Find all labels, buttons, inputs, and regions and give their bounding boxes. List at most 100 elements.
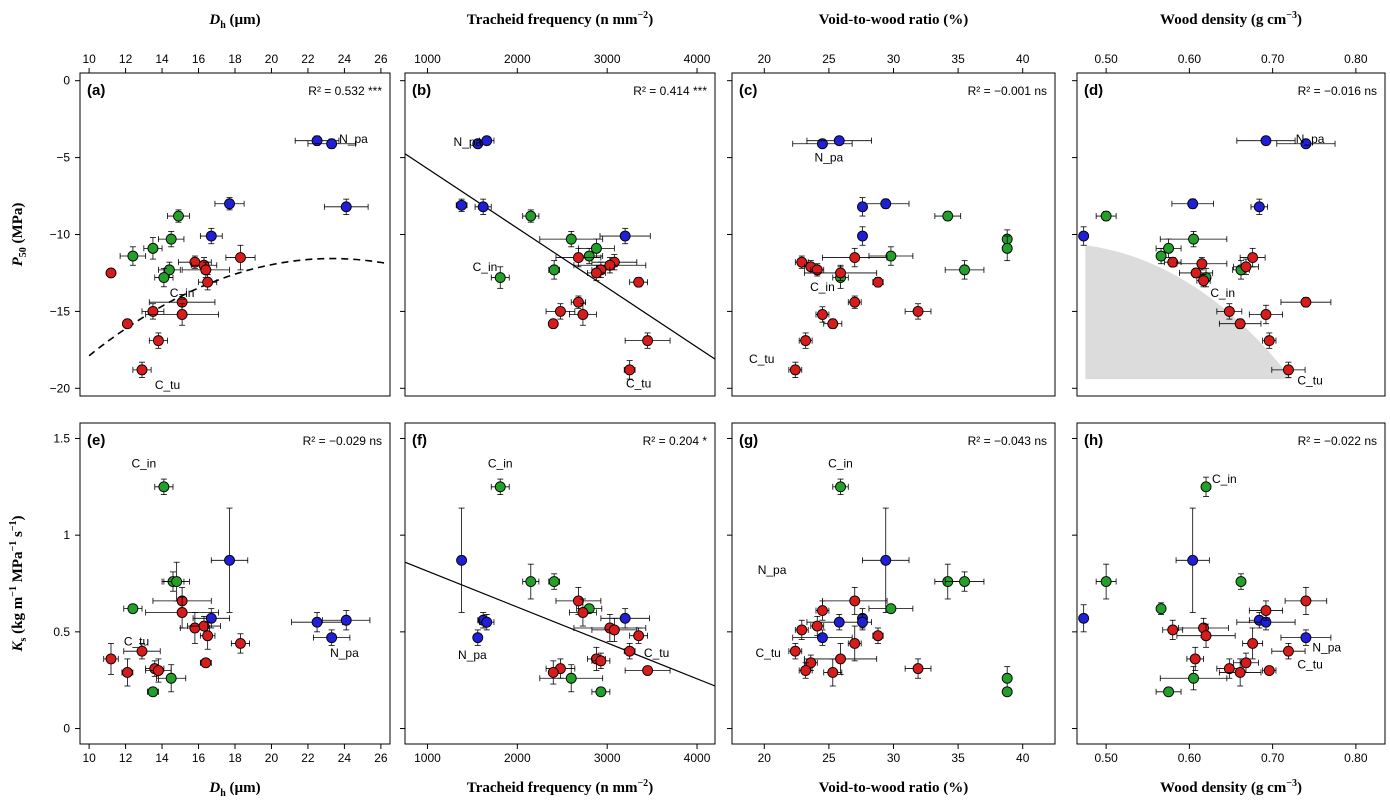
data-point bbox=[548, 260, 560, 280]
point-marker-red bbox=[849, 252, 861, 264]
fit-line-group bbox=[405, 561, 715, 687]
point-marker-red bbox=[642, 665, 654, 676]
x-axis-title-top-dh: Dh (µm) bbox=[208, 12, 260, 31]
point-marker-red bbox=[796, 256, 808, 268]
point-marker-green bbox=[959, 576, 971, 588]
point-marker-red bbox=[147, 305, 159, 317]
data-point bbox=[1216, 303, 1243, 320]
data-point bbox=[823, 318, 843, 330]
point-marker-red bbox=[912, 663, 924, 675]
data-point bbox=[1001, 235, 1013, 262]
point-marker-red bbox=[849, 637, 861, 649]
plot-frame bbox=[404, 422, 716, 745]
point-marker-red bbox=[105, 267, 117, 279]
data-point bbox=[1164, 256, 1182, 268]
point-marker-red bbox=[1167, 256, 1179, 268]
point-marker-red bbox=[789, 645, 801, 657]
data-point bbox=[1155, 602, 1167, 615]
data-point bbox=[868, 246, 914, 266]
r-squared-label: R² = −0.022 ns bbox=[1298, 434, 1377, 448]
data-point bbox=[1236, 614, 1296, 631]
data-point bbox=[225, 244, 256, 271]
point-marker-blue bbox=[816, 632, 828, 644]
data-point bbox=[1239, 247, 1266, 268]
data-point bbox=[1078, 226, 1090, 246]
point-marker-red bbox=[152, 665, 164, 676]
point-marker-red bbox=[1263, 335, 1275, 347]
point-marker-green bbox=[1100, 210, 1112, 222]
data-point bbox=[794, 619, 809, 640]
x-tick-label: 0.80 bbox=[1344, 751, 1368, 765]
y-tick-label: −20 bbox=[50, 381, 71, 395]
data-point bbox=[1248, 600, 1284, 621]
x-tick-label: 35 bbox=[951, 751, 965, 765]
point-marker-red bbox=[872, 276, 884, 288]
point-marker-red bbox=[912, 305, 924, 317]
data-point bbox=[862, 507, 910, 613]
point-marker-green bbox=[1100, 576, 1112, 588]
data-point bbox=[847, 625, 862, 662]
x-tick-label: 24 bbox=[338, 52, 352, 66]
point-marker-red bbox=[835, 267, 846, 279]
data-point bbox=[1233, 258, 1259, 275]
data-point bbox=[569, 303, 597, 326]
point-marker-red bbox=[1234, 318, 1246, 330]
point-marker-blue bbox=[340, 201, 352, 213]
data-point bbox=[872, 627, 884, 644]
point-label: C_tu bbox=[626, 377, 651, 391]
point-label: N_pa bbox=[758, 563, 787, 577]
regression-line bbox=[405, 153, 715, 360]
point-marker-red bbox=[1300, 595, 1312, 607]
data-point bbox=[570, 295, 587, 309]
plot-frame bbox=[404, 72, 716, 397]
x-tick-label: 2000 bbox=[504, 52, 531, 66]
point-marker-green bbox=[147, 242, 159, 254]
point-marker-green bbox=[1001, 672, 1013, 684]
point-marker-red bbox=[796, 624, 808, 636]
x-tick-label: 20 bbox=[265, 751, 279, 765]
panel-h: C_in N_pa C_tu (h) R² = −0.022 ns 0.50 0.60 0.7… bbox=[1072, 422, 1386, 765]
data-point bbox=[123, 643, 161, 660]
x-axis-title-bottom-tf: Tracheid frequency (n mm−2) bbox=[467, 778, 653, 796]
data-point bbox=[181, 261, 230, 278]
data-point bbox=[823, 658, 843, 687]
panel-f: C_in N_pa C_tu (f) R² = 0.204 * 1000 2000 3000 4… bbox=[400, 422, 716, 765]
plot-frame bbox=[79, 72, 391, 397]
data-point bbox=[868, 603, 914, 615]
data-point bbox=[167, 209, 190, 223]
point-marker-green bbox=[525, 210, 537, 222]
x-tick-label: 26 bbox=[374, 751, 388, 765]
r-squared-label: R² = 0.414 *** bbox=[633, 84, 707, 98]
x-tick-label: 0.70 bbox=[1261, 751, 1285, 765]
point-label: C_tu bbox=[749, 352, 774, 366]
panel-letter: (c) bbox=[739, 82, 757, 99]
data-point bbox=[123, 603, 143, 615]
point-marker-red bbox=[624, 364, 636, 376]
point-marker-blue bbox=[1253, 201, 1265, 213]
point-marker-green bbox=[494, 481, 506, 493]
point-marker-blue bbox=[816, 138, 828, 150]
data-point bbox=[803, 643, 878, 675]
y-axis-title-p50: P50 (MPa) bbox=[10, 203, 29, 267]
point-marker-green bbox=[565, 233, 577, 245]
point-marker-green bbox=[595, 686, 607, 698]
point-label: C_in bbox=[170, 286, 195, 300]
data-point bbox=[158, 231, 185, 248]
point-marker-red bbox=[827, 667, 839, 678]
plot-frame bbox=[1076, 422, 1386, 745]
panel-b: N_pa C_in C_tu (b) R² = 0.414 *** 1000 2000 300… bbox=[400, 52, 716, 397]
data-point bbox=[154, 267, 174, 288]
point-marker-blue bbox=[619, 612, 631, 624]
point-marker-red bbox=[176, 607, 188, 618]
point-marker-red bbox=[1260, 605, 1272, 617]
data-point bbox=[323, 198, 369, 215]
data-point bbox=[291, 612, 343, 633]
data-point bbox=[792, 629, 853, 646]
x-tick-label: 10 bbox=[82, 751, 96, 765]
x-tick-label: 16 bbox=[192, 52, 206, 66]
data-point bbox=[1196, 274, 1211, 288]
data-point bbox=[591, 686, 611, 698]
data-point bbox=[1175, 507, 1210, 613]
